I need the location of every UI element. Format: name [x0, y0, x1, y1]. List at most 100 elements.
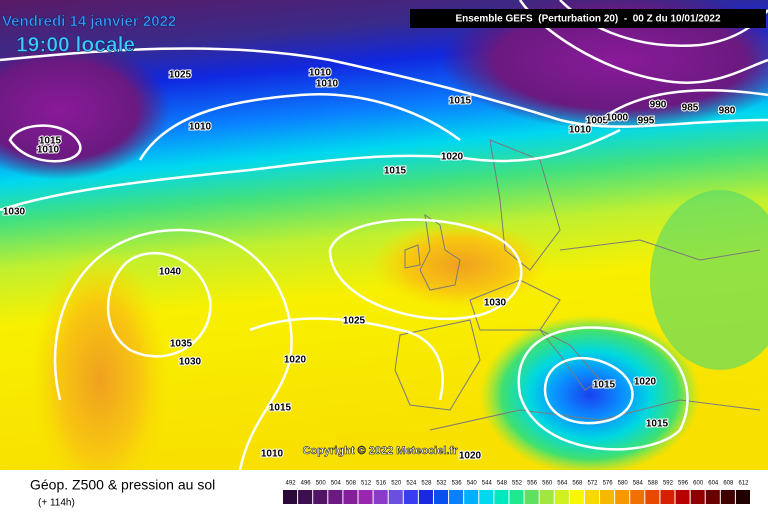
- scale-swatch: [494, 490, 509, 504]
- isobar-label: 1040: [159, 267, 182, 278]
- scale-label: 548: [497, 481, 508, 487]
- isobar: [328, 218, 523, 321]
- scale-swatch: [735, 490, 750, 504]
- scale-swatch: [358, 490, 373, 504]
- scale-label: 520: [391, 481, 402, 487]
- isobar-label: 1010: [309, 68, 332, 79]
- scale-label: 504: [331, 481, 342, 487]
- isobar-label: 1025: [343, 316, 366, 327]
- isobar: [0, 128, 621, 212]
- scale-label: 608: [723, 481, 734, 487]
- scale-label: 512: [361, 481, 372, 487]
- coastline: [469, 279, 561, 331]
- isobar-label: 1010: [569, 125, 592, 136]
- isobar: [106, 251, 212, 358]
- field-shade: [650, 190, 768, 370]
- scale-swatch: [328, 490, 343, 504]
- scale-swatch: [298, 490, 313, 504]
- legend-title: Géop. Z500 & pression au sol: [30, 477, 215, 493]
- scale-label: 556: [527, 481, 538, 487]
- scale-swatch: [388, 490, 403, 504]
- coastlines: [394, 139, 761, 431]
- scale-label: 584: [633, 481, 644, 487]
- scale-swatch: [524, 490, 539, 504]
- isobar-label: 1030: [3, 207, 26, 218]
- scale-label: 576: [603, 481, 614, 487]
- isobar-label: 1015: [646, 419, 669, 430]
- scale-label: 536: [452, 481, 463, 487]
- isobar-label: 1030: [484, 298, 507, 309]
- scale-swatch: [675, 490, 690, 504]
- isobar-label: 1020: [284, 355, 307, 366]
- isobar-label: 1015: [39, 136, 62, 147]
- scale-swatch: [645, 490, 660, 504]
- isobar: [53, 228, 293, 471]
- cutoff-low: [480, 315, 700, 475]
- coastline: [404, 244, 421, 269]
- isobar-label: 1020: [441, 152, 464, 163]
- isobar-label: 980: [719, 106, 736, 117]
- isobar: [8, 124, 82, 163]
- scale-label: 604: [708, 481, 719, 487]
- scale-swatch: [343, 490, 358, 504]
- scale-swatch: [720, 490, 735, 504]
- scale-swatch: [705, 490, 720, 504]
- scale-swatch: [403, 490, 418, 504]
- scale-swatch: [479, 490, 494, 504]
- isobar-label: 985: [682, 103, 699, 114]
- isobar-label: 1010: [261, 449, 284, 460]
- isobar-label: 1010: [316, 79, 339, 90]
- scale-label: 532: [437, 481, 448, 487]
- isobar-label: 1015: [384, 166, 407, 177]
- scale-swatch: [600, 490, 615, 504]
- isobar-label: 1025: [169, 70, 192, 81]
- scale-swatch: [509, 490, 524, 504]
- scale-label: 544: [482, 481, 493, 487]
- scale-label: 592: [663, 481, 674, 487]
- isobar: [138, 93, 461, 161]
- scale-swatch: [539, 490, 554, 504]
- model-box: [410, 9, 766, 28]
- isobar: [543, 356, 634, 425]
- scale-label: 524: [406, 481, 417, 487]
- model-info: Ensemble GEFS (Perturbation 20) - 00 Z d…: [455, 14, 721, 25]
- scale-label: 568: [572, 481, 583, 487]
- color-scale: 492 496 500 504 508 512 516 520 524 528 532 536 540 5…: [283, 481, 750, 504]
- copyright: Copyright © 2022 Meteociel.fr: [303, 445, 459, 457]
- scale-swatch: [584, 490, 600, 504]
- scale-label: 596: [678, 481, 689, 487]
- isobar-label: 1010: [189, 122, 212, 133]
- isobar: [599, 89, 768, 122]
- scale-swatch: [313, 490, 328, 504]
- coastline: [419, 213, 461, 291]
- coastline: [559, 239, 761, 261]
- scale-swatch: [373, 490, 388, 504]
- isobar-label: 1020: [634, 377, 657, 388]
- isobar-label: 1000: [606, 113, 629, 124]
- isobar-labels: 1025 101010101015101010151010102010151030…: [2, 67, 737, 463]
- scale-label: 496: [301, 481, 312, 487]
- isobar-label: 1030: [179, 357, 202, 368]
- scale-label: 516: [376, 481, 387, 487]
- isobar-label: 1015: [449, 96, 472, 107]
- scale-label: 600: [693, 481, 704, 487]
- scale-swatch: [630, 490, 645, 504]
- date: Vendredi 14 janvier 2022: [2, 13, 176, 30]
- scale-label: 588: [648, 481, 659, 487]
- isobar-label: 1005: [586, 116, 609, 127]
- ridge: [30, 250, 170, 510]
- scale-swatch: [615, 490, 630, 504]
- forecast-lead: (+ 114h): [38, 498, 75, 509]
- trough: [0, 40, 170, 180]
- isobar-label: 995: [638, 116, 655, 127]
- scale-swatch: [690, 490, 705, 504]
- scale-label: 492: [286, 481, 297, 487]
- trough: [440, 0, 768, 130]
- isobar-label: 990: [650, 100, 667, 111]
- local-time: 19:00 locale: [16, 34, 135, 57]
- coastline: [394, 319, 481, 411]
- scale-label: 528: [421, 481, 432, 487]
- scale-label: 540: [467, 481, 478, 487]
